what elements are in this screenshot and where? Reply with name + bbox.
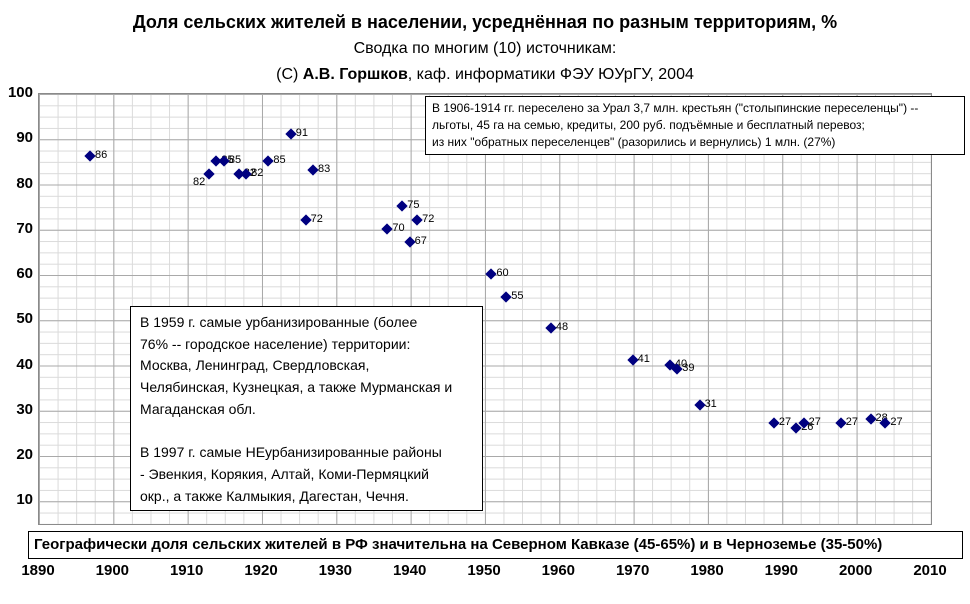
y-axis-label: 30 — [16, 400, 33, 418]
annotation-stolypin: В 1906-1914 гг. переселено за Урал 3,7 м… — [425, 96, 965, 156]
x-axis-label: 1980 — [690, 562, 724, 579]
data-point-label: 41 — [637, 353, 650, 366]
data-point-label: 70 — [392, 221, 405, 234]
data-point-label: 39 — [682, 362, 695, 375]
annotation-1959-1997: В 1959 г. самые урбанизированные (более … — [130, 306, 483, 511]
x-axis-label: 1990 — [764, 562, 799, 579]
credit-suffix: , каф. информатики ФЭУ ЮУрГУ, 2004 — [407, 66, 694, 83]
x-axis-label: 1970 — [615, 562, 650, 579]
data-point-label: 85 — [228, 153, 242, 166]
x-axis-label: 1930 — [318, 562, 353, 579]
x-axis-label: 1900 — [95, 562, 130, 579]
data-point-label: 75 — [407, 199, 420, 212]
data-point-label: 60 — [496, 267, 509, 280]
data-point-label: 27 — [890, 416, 903, 429]
data-point-label: 48 — [555, 321, 569, 334]
x-axis-label: 2010 — [913, 562, 947, 579]
y-axis-label: 10 — [16, 491, 33, 509]
x-axis-label: 1960 — [541, 562, 576, 579]
chart-subtitle: Сводка по многим (10) источникам: — [353, 40, 617, 57]
annotation-geography: Географически доля сельских жителей в РФ… — [28, 531, 963, 559]
data-point-label: 27 — [845, 416, 859, 429]
credit-prefix: (С) — [276, 66, 303, 83]
x-axis-label: 1950 — [467, 562, 501, 579]
data-point-label: 82 — [251, 167, 264, 180]
data-point-label: 27 — [778, 416, 792, 429]
x-axis-label: 1890 — [21, 562, 55, 579]
y-axis-label: 50 — [16, 310, 33, 328]
data-point-label: 67 — [414, 235, 427, 248]
chart-title: Доля сельских жителей в населении, усред… — [132, 12, 838, 32]
y-axis-label: 70 — [16, 219, 33, 237]
credit-author: А.В. Горшков — [302, 66, 408, 83]
y-axis-label: 80 — [16, 174, 33, 192]
chart-credit: (С) А.В. Горшков, каф. информатики ФЭУ Ю… — [0, 66, 970, 84]
x-axis-label: 2000 — [838, 562, 873, 579]
data-point-label: 72 — [422, 212, 435, 225]
x-axis-label: 1910 — [169, 562, 204, 579]
y-axis-label: 60 — [16, 265, 33, 283]
data-point-label: 27 — [808, 416, 821, 429]
data-point-label: 55 — [511, 289, 524, 302]
x-axis-label: 1940 — [392, 562, 427, 579]
y-axis-label: 40 — [16, 355, 33, 373]
data-point-label: 83 — [318, 162, 331, 175]
data-point-label: 31 — [704, 398, 717, 411]
y-axis-label: 90 — [16, 129, 33, 147]
data-point-label: 85 — [273, 153, 286, 166]
x-axis-label: 1920 — [244, 562, 278, 579]
data-point-label: 82 — [192, 176, 206, 189]
data-point-label: 86 — [95, 149, 108, 162]
y-axis-label: 20 — [16, 446, 33, 464]
data-point-label: 72 — [310, 212, 323, 225]
data-point-label: 91 — [295, 126, 308, 139]
y-axis-label: 100 — [7, 84, 33, 101]
